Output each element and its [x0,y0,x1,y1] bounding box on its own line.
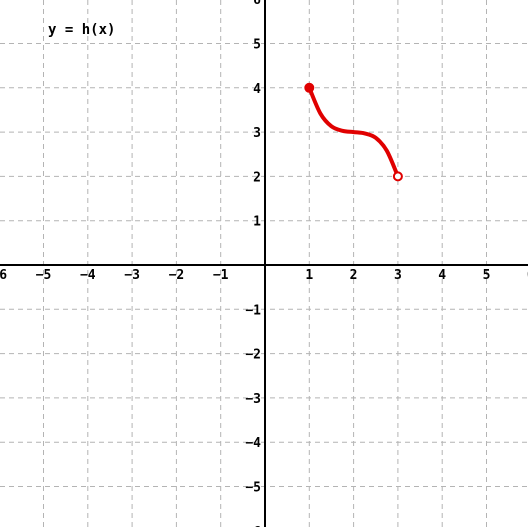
y-tick-label: 6 [253,0,261,8]
y-tick-label: −5 [245,481,261,496]
x-tick-labels: −6 −5 −4 −3 −2 −1 1 2 3 4 5 6 [0,268,528,283]
x-tick-label: −5 [36,268,52,283]
function-curve [307,85,400,179]
x-tick-label: −6 [0,268,7,283]
y-tick-label: −4 [245,436,261,451]
x-tick-label: 3 [394,268,402,283]
x-tick-label: 4 [438,268,446,283]
y-tick-label: 5 [253,38,261,53]
y-tick-label: −6 [245,525,261,527]
x-tick-label: 6 [527,268,528,283]
x-tick-label: −2 [169,268,185,283]
series [304,82,403,182]
x-tick-label: 2 [350,268,358,283]
y-tick-label: 3 [253,126,261,141]
x-tick-label: 5 [483,268,491,283]
y-tick-label: −2 [245,348,261,363]
y-tick-labels: −6 −5 −4 −3 −2 −1 1 2 3 4 5 6 [245,0,261,527]
y-tick-label: 4 [253,82,261,97]
y-tick-label: −1 [245,303,261,318]
open-endpoint [392,171,403,182]
x-tick-label: −3 [124,268,140,283]
y-tick-label: −3 [245,392,261,407]
y-tick-label: 2 [253,170,261,185]
x-tick-label: −4 [80,268,96,283]
y-tick-label: 1 [253,215,261,230]
x-tick-label: 1 [305,268,313,283]
function-label: y = h(x) [48,22,115,38]
x-tick-label: −1 [213,268,229,283]
closed-endpoint [304,82,315,93]
